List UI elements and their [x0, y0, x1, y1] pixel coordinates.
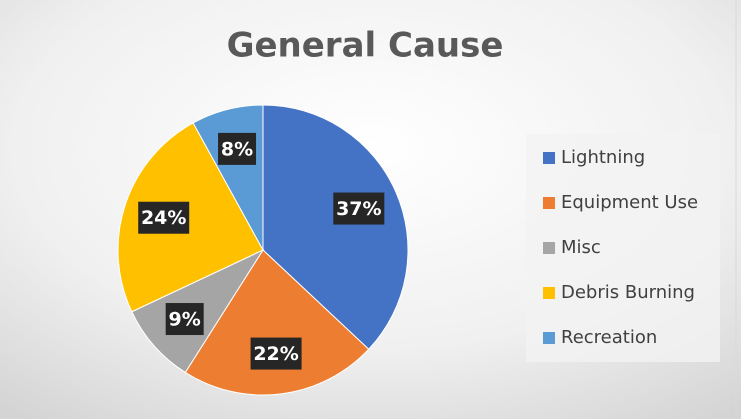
data-label: 8% [221, 138, 253, 160]
legend-swatch [543, 242, 555, 254]
chart-title: General Cause [227, 26, 504, 66]
pie-slice [117, 122, 264, 313]
legend-swatch [543, 197, 555, 209]
data-label: 9% [169, 309, 201, 331]
legend-label: Misc [561, 237, 601, 258]
legend-swatch [543, 287, 555, 299]
data-label-box [333, 192, 385, 225]
legend-swatch [543, 332, 555, 344]
legend-label: Lightning [561, 147, 645, 168]
pie-slice [262, 104, 409, 350]
data-label-box [250, 337, 302, 370]
pie-slice [184, 249, 370, 396]
data-label-box [218, 132, 257, 165]
legend-label: Equipment Use [561, 192, 698, 213]
data-label-box [138, 201, 190, 234]
data-label: 37% [336, 198, 381, 220]
legend-swatch [543, 152, 555, 164]
data-label: 22% [253, 343, 298, 365]
data-label-box [165, 303, 204, 336]
legend-label: Recreation [561, 327, 657, 348]
legend-box [526, 134, 720, 362]
data-label: 24% [141, 207, 186, 229]
legend-label: Debris Burning [561, 282, 695, 303]
